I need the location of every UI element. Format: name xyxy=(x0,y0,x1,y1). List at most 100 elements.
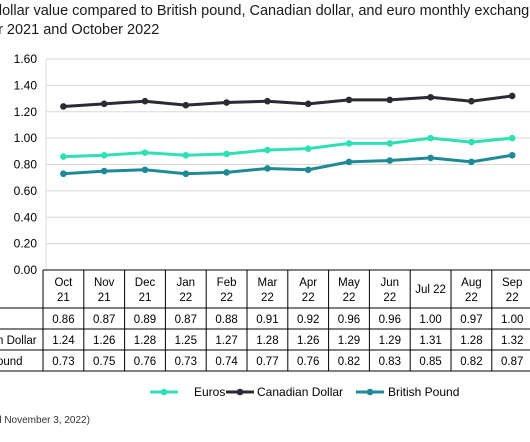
x-tick-label-month: Apr xyxy=(299,277,317,289)
series-point xyxy=(264,97,271,105)
table-cell-value: 1.25 xyxy=(175,335,197,347)
table-cell-value: 1.00 xyxy=(419,314,441,326)
y-tick-label: 1.60 xyxy=(14,52,38,66)
series-point xyxy=(304,100,312,108)
series-point xyxy=(345,140,353,147)
series-point xyxy=(345,96,353,104)
table-cell-value: 0.85 xyxy=(419,356,441,368)
series-point xyxy=(100,167,108,175)
series-point xyxy=(427,93,434,101)
source-note: d November 3, 2022) xyxy=(0,415,90,426)
y-tick-label: 0.80 xyxy=(14,158,38,172)
table-cell-value: 0.73 xyxy=(175,356,197,368)
table-cell-value: 0.77 xyxy=(256,356,278,368)
x-tick-label-year: 21 xyxy=(57,292,70,304)
series-line xyxy=(63,153,513,176)
y-tick-label: 1.00 xyxy=(14,131,38,145)
table-cell-value: 1.31 xyxy=(419,335,441,347)
table-cell-value: 1.28 xyxy=(460,335,482,347)
table-cell-value: 0.82 xyxy=(460,356,482,368)
series-point xyxy=(508,134,516,142)
series-point xyxy=(60,153,67,160)
x-tick-label-year: 22 xyxy=(383,292,396,304)
series-point xyxy=(100,151,108,159)
series-point xyxy=(386,96,394,104)
x-tick-label-year: 21 xyxy=(98,292,111,304)
series-point xyxy=(182,101,190,109)
series-point xyxy=(468,97,475,105)
table-cell-value: 1.26 xyxy=(297,335,319,347)
series-point xyxy=(141,166,149,174)
table-cell-value: 1.28 xyxy=(134,335,156,347)
series-point xyxy=(304,145,312,152)
series-point xyxy=(100,100,108,108)
series-point xyxy=(223,99,230,106)
series-point xyxy=(345,158,353,166)
table-row-label: ound xyxy=(0,356,23,368)
x-tick-label-year: 22 xyxy=(465,292,478,304)
series-point xyxy=(182,170,190,178)
legend-label: British Pound xyxy=(388,385,459,399)
legend-marker xyxy=(236,388,244,396)
legend-label: Euros xyxy=(194,385,225,399)
table-cell-value: 0.73 xyxy=(52,356,74,368)
table-cell-value: 0.75 xyxy=(93,356,115,368)
series-point xyxy=(468,158,475,166)
table-cell-value: 0.82 xyxy=(338,356,360,368)
series-point xyxy=(427,134,434,142)
series-point xyxy=(427,154,434,162)
series-point xyxy=(60,170,67,178)
table-cell-value: 0.76 xyxy=(297,356,319,368)
table-cell-value: 1.24 xyxy=(52,335,75,347)
x-tick-label-month: Jan xyxy=(177,277,196,289)
chart-title-line-1: dollar value compared to British pound, … xyxy=(0,3,530,19)
series-line xyxy=(63,136,513,159)
table-cell-value: 0.89 xyxy=(134,314,156,326)
series-point xyxy=(223,169,230,176)
series-point xyxy=(60,103,67,110)
table-cell-value: 0.83 xyxy=(379,356,401,368)
series-point xyxy=(223,150,230,158)
series-point xyxy=(386,140,394,147)
x-tick-label-year: 22 xyxy=(261,292,274,304)
table-cell-value: 1.26 xyxy=(93,335,115,347)
x-tick-label-month: Jun xyxy=(381,277,400,289)
legend-marker xyxy=(160,388,168,396)
y-tick-label: 1.40 xyxy=(14,78,38,92)
series-point xyxy=(264,146,271,154)
x-tick-label-year: 22 xyxy=(506,292,519,304)
table-cell-value: 0.96 xyxy=(379,314,401,326)
series-point xyxy=(508,92,516,100)
table-cell-value: 1.32 xyxy=(501,335,523,347)
table-cell-value: 1.29 xyxy=(338,335,360,347)
series-point xyxy=(141,97,149,105)
x-tick-label-month: Mar xyxy=(257,277,277,289)
table-cell-value: 0.88 xyxy=(215,314,237,326)
y-tick-label: 0.60 xyxy=(14,184,38,198)
x-tick-label-year: 22 xyxy=(302,292,315,304)
x-tick-label-month: Oct xyxy=(54,277,73,289)
series-point xyxy=(304,166,312,174)
series-point xyxy=(141,149,149,156)
chart-title: dollar value compared to British pound, … xyxy=(0,0,530,44)
x-tick-label-month: Dec xyxy=(135,277,156,289)
legend-label: Canadian Dollar xyxy=(257,385,343,399)
table-cell-value: 0.91 xyxy=(256,314,278,326)
y-tick-label: 0.20 xyxy=(14,237,38,251)
table-cell-value: 0.86 xyxy=(52,314,74,326)
table-cell-value: 0.87 xyxy=(175,314,197,326)
x-tick-label-year: 21 xyxy=(139,292,152,304)
table-cell-value: 1.00 xyxy=(501,314,523,326)
x-tick-label-month: May xyxy=(338,277,360,289)
series-point xyxy=(182,151,190,159)
table-cell-value: 1.29 xyxy=(379,335,401,347)
table-cell-value: 0.76 xyxy=(134,356,156,368)
table-cell-value: 0.97 xyxy=(460,314,482,326)
x-tick-label-year: 22 xyxy=(220,292,233,304)
y-tick-label: 0.00 xyxy=(14,263,38,277)
series-point xyxy=(508,151,516,159)
legend-marker xyxy=(366,388,374,396)
x-tick-label: Jul 22 xyxy=(415,284,446,296)
table-cell-value: 0.87 xyxy=(93,314,115,326)
